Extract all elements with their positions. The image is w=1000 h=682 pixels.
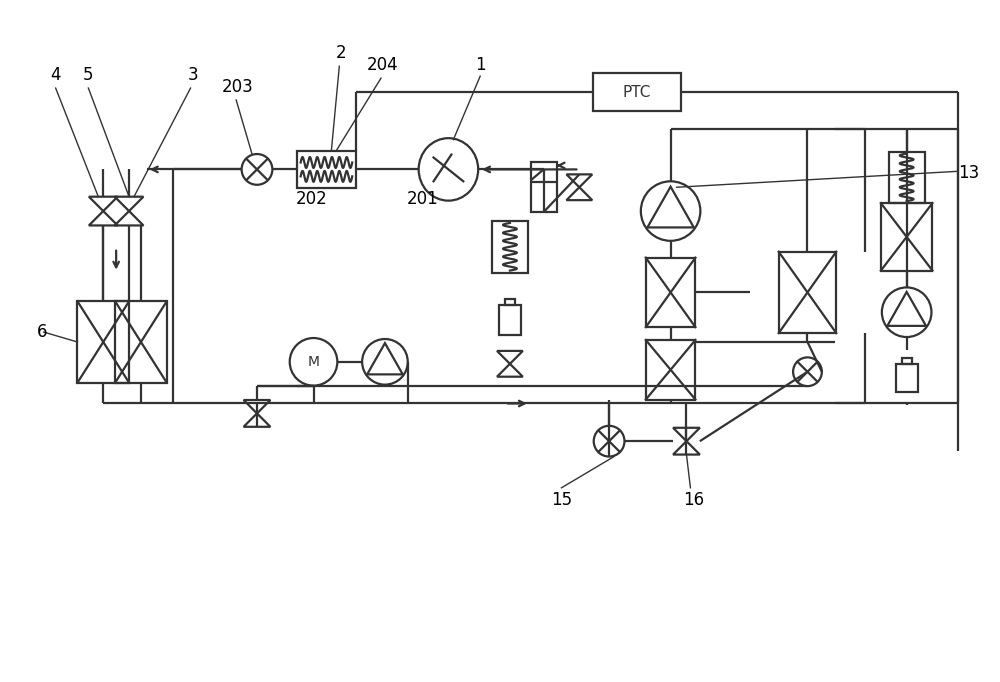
Text: M: M xyxy=(308,355,320,369)
Text: 16: 16 xyxy=(683,491,704,509)
Bar xyxy=(902,357,912,364)
Bar xyxy=(646,340,695,400)
Text: 203: 203 xyxy=(221,78,253,96)
Bar xyxy=(531,162,557,212)
Bar xyxy=(297,151,356,188)
Text: 2: 2 xyxy=(336,44,347,62)
Text: 6: 6 xyxy=(37,323,47,341)
Text: 4: 4 xyxy=(50,66,61,84)
Bar xyxy=(77,301,129,383)
Text: 204: 204 xyxy=(367,56,399,74)
Bar xyxy=(889,151,925,203)
Text: 3: 3 xyxy=(187,66,198,84)
Text: 202: 202 xyxy=(296,190,327,208)
Bar xyxy=(492,221,528,273)
Text: 201: 201 xyxy=(407,190,439,208)
Bar xyxy=(646,258,695,327)
Text: 13: 13 xyxy=(958,164,979,182)
Bar xyxy=(505,299,515,306)
Text: 1: 1 xyxy=(475,56,485,74)
Text: 5: 5 xyxy=(83,66,94,84)
Bar xyxy=(115,301,167,383)
Bar xyxy=(881,203,932,271)
Bar xyxy=(779,252,836,333)
Bar xyxy=(499,306,521,335)
Text: PTC: PTC xyxy=(623,85,651,100)
Bar xyxy=(896,364,918,391)
Bar xyxy=(593,73,681,111)
Text: 15: 15 xyxy=(551,491,572,509)
